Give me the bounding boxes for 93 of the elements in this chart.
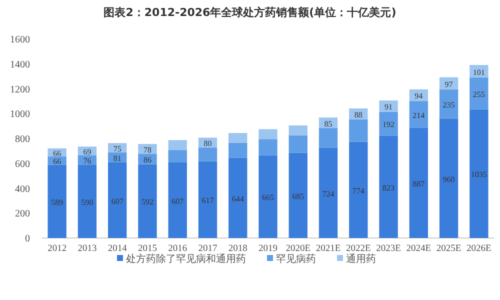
x-tick-label: 2017 (198, 244, 218, 254)
bar (288, 125, 308, 136)
bar (318, 128, 338, 148)
legend-label: 罕见病药 (276, 253, 316, 265)
data-label: 724 (322, 189, 334, 198)
data-label: 589 (51, 198, 64, 207)
y-tick-label: 1400 (10, 59, 30, 70)
data-label: 91 (384, 102, 393, 112)
data-label: 76 (83, 156, 92, 166)
data-label: 81 (113, 154, 122, 163)
x-tick-label: 2020E (286, 244, 311, 254)
data-label: 590 (81, 198, 94, 207)
bar (349, 142, 368, 238)
x-tick-label: 2019 (258, 244, 278, 254)
data-label: 69 (83, 147, 92, 156)
bar (379, 100, 398, 112)
x-tick-label: 2016 (168, 244, 188, 254)
bar (198, 148, 218, 162)
bar (409, 101, 428, 128)
bar (318, 148, 338, 238)
data-label: 607 (111, 196, 124, 206)
bar (108, 162, 127, 238)
data-label: 192 (382, 120, 395, 130)
bar (228, 158, 248, 238)
data-label: 214 (412, 110, 425, 120)
x-tick-label: 2014 (108, 244, 128, 254)
chart-title: 图表2：2012-2026年全球处方药销售额(单位：十亿美元) (104, 6, 396, 19)
data-label: 255 (472, 90, 485, 99)
data-label: 66 (53, 148, 62, 158)
bar (258, 155, 278, 238)
data-label: 80 (204, 139, 212, 148)
data-label: 78 (143, 145, 152, 154)
data-label: 960 (442, 174, 455, 184)
data-label: 644 (232, 194, 244, 204)
data-label: 774 (352, 186, 364, 196)
y-tick-label: 800 (15, 134, 30, 145)
x-tick-label: 2021E (316, 244, 341, 254)
bar (168, 140, 187, 150)
bar (288, 135, 308, 153)
data-label: 823 (382, 183, 395, 192)
bar (349, 119, 368, 142)
y-tick-label: 0 (25, 234, 30, 244)
bar (439, 89, 458, 119)
legend-label: 处方药除了罕见病和通用药 (126, 253, 246, 265)
y-tick-label: 1000 (10, 109, 30, 120)
bar (379, 112, 398, 136)
y-tick-label: 1200 (10, 84, 30, 96)
x-tick-label: 2012 (48, 244, 67, 254)
bar (379, 136, 398, 238)
y-tick-label: 1600 (10, 34, 30, 46)
bar (78, 164, 97, 238)
data-label: 887 (412, 179, 425, 188)
data-label: 617 (202, 196, 214, 206)
bar (168, 162, 187, 238)
data-label: 94 (414, 92, 423, 101)
bar (48, 164, 66, 238)
data-label: 101 (472, 68, 485, 77)
data-label: 75 (113, 144, 122, 154)
x-tick-label: 2018 (228, 244, 248, 254)
bar (470, 78, 488, 110)
x-tick-label: 2015 (138, 244, 158, 254)
bar (288, 152, 308, 238)
data-label: 235 (442, 100, 455, 110)
data-label: 66 (53, 157, 62, 166)
bar (409, 128, 428, 238)
data-label: 607 (172, 196, 184, 206)
data-label: 97 (444, 80, 453, 89)
data-label: 88 (354, 110, 362, 120)
data-label: 685 (292, 192, 304, 201)
data-label: 85 (324, 119, 332, 128)
bar (228, 133, 248, 143)
data-label: 665 (262, 193, 274, 202)
bar (198, 161, 218, 238)
data-label: 86 (143, 156, 152, 165)
bar (439, 118, 458, 238)
legend-label: 通用药 (346, 253, 376, 265)
y-tick-label: 200 (15, 208, 30, 220)
y-tick-label: 600 (15, 158, 30, 170)
y-tick-label: 400 (15, 184, 30, 195)
bar (228, 142, 248, 158)
data-label: 1035 (470, 170, 487, 180)
bar (258, 129, 278, 140)
x-tick-label: 2022E (346, 244, 371, 254)
bar (470, 109, 488, 238)
bar (258, 139, 278, 156)
x-tick-label: 2013 (78, 244, 97, 254)
bar (168, 150, 187, 163)
x-tick-label: 2025E (436, 244, 462, 254)
x-tick-label: 2023E (376, 244, 402, 254)
bar (138, 164, 157, 238)
x-tick-label: 2026E (466, 244, 492, 254)
x-tick-label: 2024E (406, 244, 432, 254)
data-label: 592 (141, 198, 154, 207)
